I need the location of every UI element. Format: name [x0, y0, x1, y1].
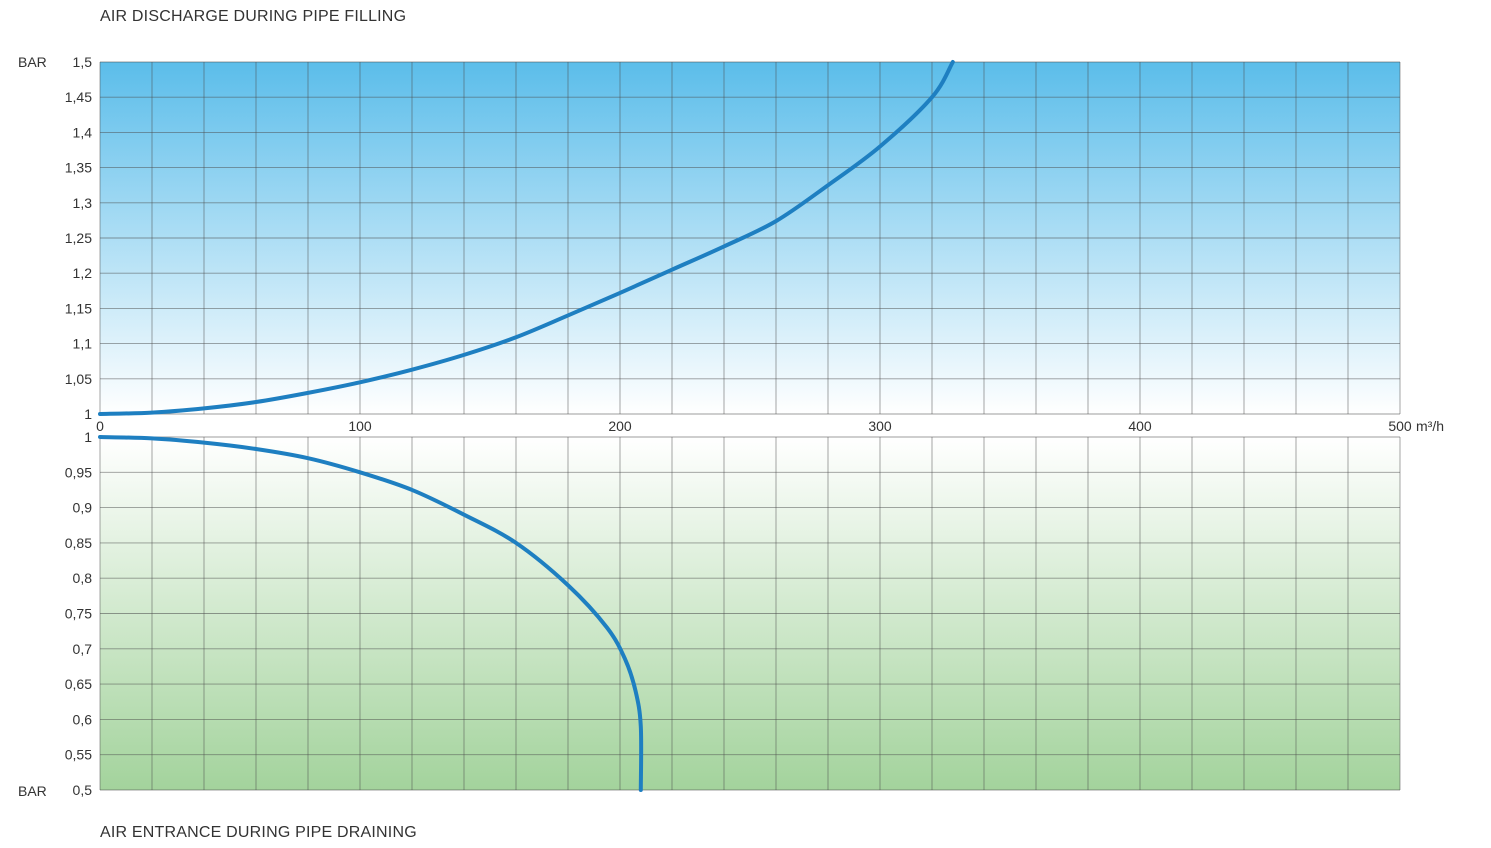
x-axis-unit-label: m³/h: [1416, 418, 1444, 434]
y-axis-label-bottom: BAR: [18, 783, 47, 799]
y-tick-label-top: 1,5: [73, 54, 93, 70]
y-tick-label-top: 1: [84, 406, 92, 422]
y-tick-label-top: 1,4: [73, 124, 93, 140]
y-tick-label-bottom: 0,8: [73, 570, 93, 586]
bottom-chart-title: AIR ENTRANCE DURING PIPE DRAINING: [100, 824, 417, 841]
y-tick-label-top: 1,2: [73, 265, 93, 281]
y-tick-label-bottom: 0,5: [73, 782, 93, 798]
y-tick-label-top: 1,3: [73, 195, 93, 211]
top-chart-title: AIR DISCHARGE DURING PIPE FILLING: [100, 8, 407, 25]
y-tick-label-top: 1,15: [65, 300, 92, 316]
y-axis-label-top: BAR: [18, 54, 47, 70]
bottom-grid: [99, 436, 1401, 791]
y-tick-label-bottom: 0,7: [73, 641, 93, 657]
x-tick-label: 300: [868, 418, 892, 434]
curves: [98, 60, 955, 792]
y-tick-label-top: 1,1: [73, 336, 93, 352]
y-tick-label-bottom: 0,75: [65, 606, 92, 622]
y-tick-label-bottom: 0,55: [65, 747, 92, 763]
discharge-curve: [98, 60, 955, 416]
x-tick-label: 0: [96, 418, 104, 434]
y-tick-label-top: 1,25: [65, 230, 92, 246]
x-tick-label: 200: [608, 418, 632, 434]
y-tick-label-bottom: 0,85: [65, 535, 92, 551]
y-tick-label-bottom: 0,6: [73, 711, 93, 727]
y-tick-label-top: 1,35: [65, 160, 92, 176]
x-tick-label: 100: [348, 418, 372, 434]
y-tick-label-bottom: 0,65: [65, 676, 92, 692]
y-tick-label-bottom: 1: [84, 429, 92, 445]
y-tick-label-bottom: 0,9: [73, 500, 93, 516]
x-tick-label: 500: [1388, 418, 1412, 434]
y-tick-label-top: 1,05: [65, 371, 92, 387]
x-tick-label: 400: [1128, 418, 1152, 434]
y-tick-label-top: 1,45: [65, 89, 92, 105]
y-tick-label-bottom: 0,95: [65, 464, 92, 480]
entrance-curve: [98, 435, 644, 792]
tick-labels: 1 1,05 1,1 1,15 1,2 1,25 1,3 1,35 1,4 1,45 1,5 1 0,9…: [65, 54, 1412, 798]
top-grid: [99, 61, 1401, 415]
